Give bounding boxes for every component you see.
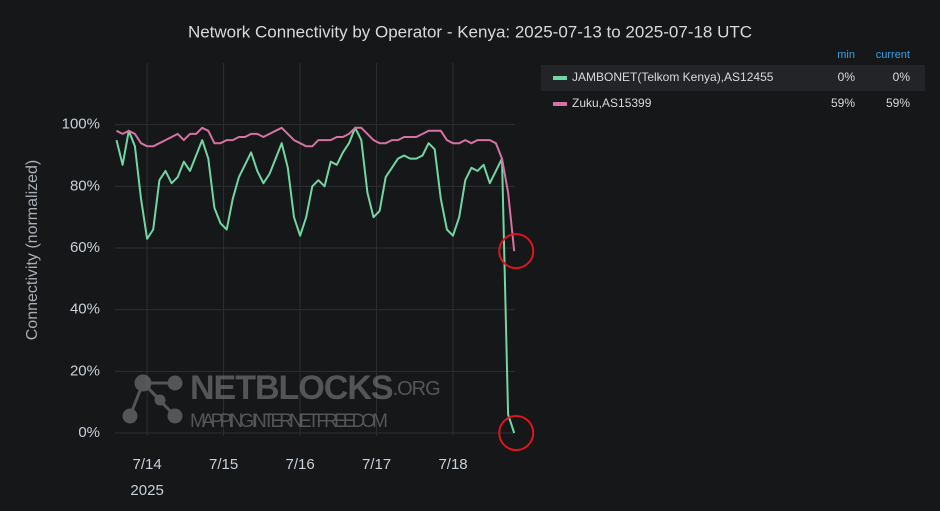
y-tick-label: 0% [78,424,100,441]
x-axis-sublabel: 2025 [130,482,163,499]
x-tick-label: 7/14 [133,456,162,473]
watermark-suffix: .ORG [393,378,441,400]
y-tick-label: 20% [70,362,100,379]
legend-current: 59% [886,96,910,110]
series-line [115,126,516,434]
highlight-circle [498,415,535,451]
legend-min: 59% [831,96,855,110]
legend-label: JAMBONET(Telkom Kenya),AS12455 [572,70,774,84]
y-tick-label: 80% [70,177,100,194]
y-tick-label: 40% [70,301,100,318]
watermark: NETBLOCKS.ORG MAPPING INTERNET FREEDOM [122,369,441,432]
watermark-name: NETBLOCKS [190,369,393,407]
highlight-circle [498,233,535,270]
legend-label: Zuku,AS15399 [572,96,652,110]
watermark-title: NETBLOCKS.ORG [190,369,440,407]
y-tick-label: 100% [62,116,100,133]
x-tick-label: 7/17 [362,456,391,473]
legend-row-bg [541,65,925,91]
watermark-icon [122,374,183,424]
legend-swatch [553,76,567,80]
x-tick-label: 7/18 [438,456,467,473]
legend-min: 0% [838,70,856,84]
legend-header: current [876,49,910,61]
chart-title: Network Connectivity by Operator - Kenya… [188,22,752,41]
legend-current: 0% [893,70,911,84]
legend-swatch [553,102,567,106]
x-tick-label: 7/15 [209,456,238,473]
watermark-tagline: MAPPING INTERNET FREEDOM [190,411,388,432]
legend-header: min [837,49,855,61]
x-tick-label: 7/16 [285,456,314,473]
y-tick-label: 60% [70,239,100,256]
y-axis-label: Connectivity (normalized) [24,160,41,341]
series-line [116,126,516,252]
